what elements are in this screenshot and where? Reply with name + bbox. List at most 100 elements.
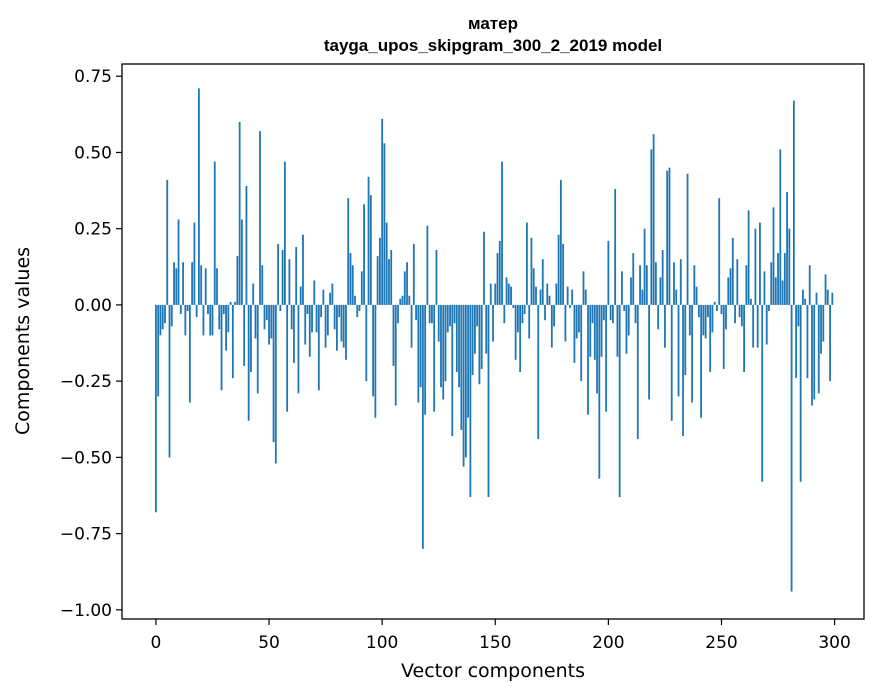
bar <box>317 304 320 391</box>
bar <box>666 170 669 305</box>
bar <box>752 304 755 348</box>
bar <box>198 88 200 305</box>
bar <box>277 243 279 305</box>
bar <box>247 304 250 421</box>
bar <box>293 304 295 363</box>
bar <box>691 304 693 403</box>
bar <box>195 304 198 318</box>
bar <box>385 222 388 305</box>
bar <box>512 304 515 308</box>
bar <box>759 222 761 305</box>
bar <box>580 304 583 382</box>
bar <box>295 246 298 305</box>
bar <box>286 304 289 412</box>
bar <box>469 304 472 498</box>
x-tick-label: 250 <box>705 633 737 653</box>
bar <box>729 268 732 305</box>
bar <box>440 304 442 388</box>
bar <box>349 253 352 305</box>
bar <box>550 304 553 348</box>
bar <box>308 304 311 357</box>
y-tick-label: 0.75 <box>74 67 112 87</box>
bar <box>569 304 571 308</box>
bar <box>802 289 804 305</box>
bar <box>822 304 825 342</box>
bar <box>652 134 655 305</box>
bar <box>202 304 205 336</box>
bar <box>207 304 209 315</box>
bar <box>333 304 336 330</box>
bar <box>173 262 175 305</box>
bar <box>749 298 752 305</box>
plot-frame <box>121 63 865 620</box>
bar <box>487 304 490 498</box>
bar <box>587 304 589 415</box>
bar <box>299 286 302 305</box>
bar <box>781 280 784 305</box>
chart-subtitle: tayga_upos_skipgram_300_2_2019 model <box>324 36 662 55</box>
bar <box>179 304 182 315</box>
bar <box>306 304 309 315</box>
bar <box>311 304 313 333</box>
bar <box>645 265 648 305</box>
bar <box>650 149 653 305</box>
bar <box>731 237 734 305</box>
bar <box>600 304 603 357</box>
bar <box>643 228 646 305</box>
bar <box>489 283 492 305</box>
bar <box>697 304 700 318</box>
bar <box>713 301 716 305</box>
bar <box>462 304 465 467</box>
bar <box>673 262 675 305</box>
bar <box>381 118 384 305</box>
bar <box>761 304 764 482</box>
bar <box>693 265 696 305</box>
bar <box>571 289 574 305</box>
bar <box>695 286 698 305</box>
bar <box>444 304 447 382</box>
bar <box>238 121 241 305</box>
bar <box>252 283 255 305</box>
y-tick-label: 0.00 <box>74 296 112 316</box>
bar <box>498 240 501 305</box>
bar <box>541 259 544 305</box>
bar <box>458 304 460 388</box>
bar <box>415 304 417 321</box>
bar <box>756 304 759 348</box>
bar <box>582 271 585 305</box>
bar <box>449 304 451 327</box>
x-tick-label: 100 <box>366 633 398 653</box>
bar <box>792 100 795 305</box>
bar <box>772 207 775 305</box>
bar <box>808 265 811 305</box>
bar <box>806 304 809 379</box>
bar <box>437 304 440 342</box>
bar <box>768 304 770 312</box>
bar <box>623 304 626 312</box>
bar <box>686 173 689 305</box>
bar <box>288 259 291 305</box>
bar <box>200 265 203 305</box>
bar <box>383 143 386 305</box>
bar <box>826 289 829 305</box>
bar <box>654 262 657 305</box>
bar <box>510 286 512 305</box>
bar <box>677 304 680 397</box>
bar <box>166 179 169 305</box>
y-tick-label: −0.50 <box>60 448 112 468</box>
bar <box>220 304 223 391</box>
bar <box>290 304 293 330</box>
bar <box>607 240 610 305</box>
bar <box>616 304 619 357</box>
bar <box>367 176 370 305</box>
bar <box>478 304 481 385</box>
bar <box>161 304 164 330</box>
bar <box>537 304 540 440</box>
bar <box>254 304 257 339</box>
bar <box>611 304 614 324</box>
x-tick-label: 300 <box>818 633 850 653</box>
bar <box>700 304 703 418</box>
bar <box>250 304 252 372</box>
bar <box>274 304 277 464</box>
bar <box>155 304 157 513</box>
